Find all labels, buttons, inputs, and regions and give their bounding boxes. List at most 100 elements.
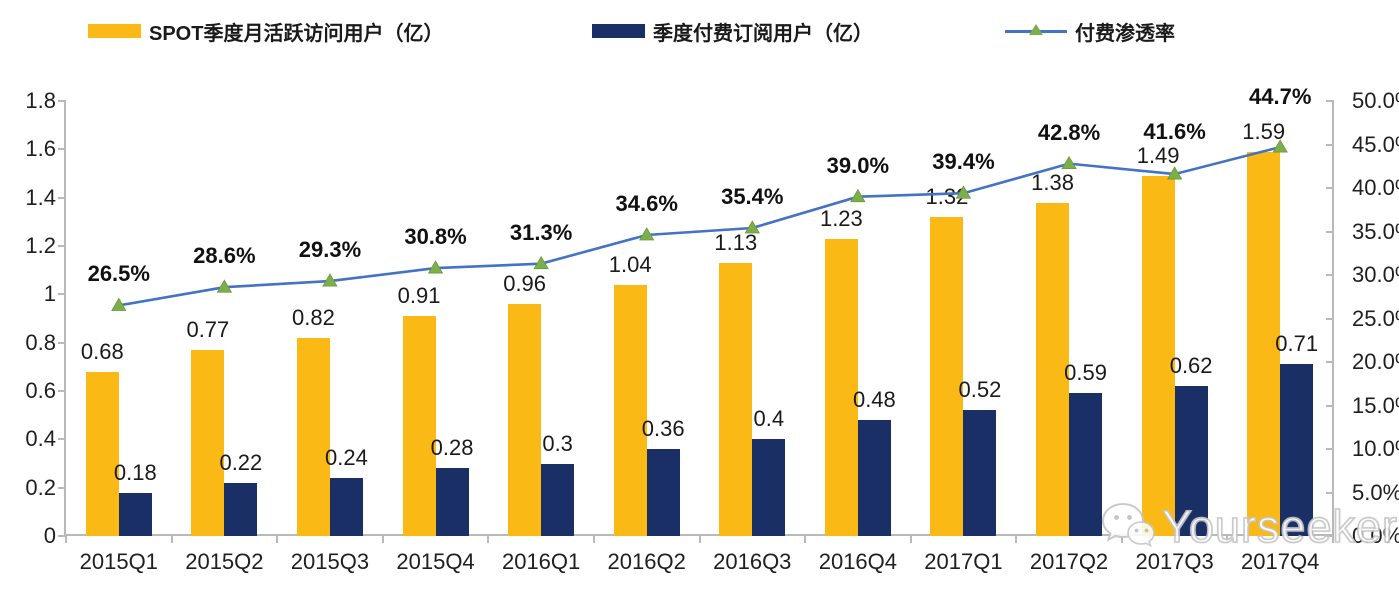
y-axis-right-label: 45.0% (1352, 131, 1399, 157)
y-axis-left-label: 1 (43, 281, 56, 307)
bar-subscribers (435, 468, 469, 536)
y-axis-left-label: 0.4 (25, 426, 56, 452)
bar-subscribers (752, 439, 786, 536)
x-axis-label: 2017Q3 (1135, 549, 1214, 574)
y-axis-left-tick (58, 438, 66, 441)
bar-subscribers-value-label: 0.59 (1064, 360, 1107, 386)
penetration-value-label: 44.7% (1249, 84, 1312, 110)
penetration-value-label: 42.8% (1037, 119, 1101, 145)
y-axis-left-label: 0.2 (25, 474, 56, 500)
y-axis-left-tick (58, 148, 66, 151)
y-axis-right-tick (1326, 274, 1334, 276)
x-axis-label: 2015Q1 (79, 549, 158, 574)
penetration-value-label: 28.6% (193, 243, 256, 269)
legend-item-mau: SPOT季度月活跃访问用户（亿） (88, 18, 443, 45)
y-axis-right-tick (1326, 317, 1334, 320)
bar-mau-value-label: 1.49 (1136, 142, 1180, 168)
bar-subscribers-value-label: 0.18 (113, 459, 157, 485)
x-axis-label: 2016Q3 (713, 549, 792, 574)
x-axis-label: 2017Q2 (1029, 549, 1109, 574)
penetration-line (118, 145, 1281, 307)
x-axis-tick (698, 536, 701, 543)
penetration-value-label: 26.5% (87, 261, 150, 287)
y-axis-right-tick (1326, 535, 1334, 537)
penetration-point-marker (639, 227, 655, 241)
y-axis-left-label: 1.6 (25, 136, 56, 162)
x-axis-label: 2016Q4 (818, 549, 898, 574)
y-axis-left-tick (58, 293, 66, 296)
y-axis-left-line (64, 101, 66, 536)
y-axis-right-label: 30.0% (1352, 262, 1399, 287)
penetration-point-marker (111, 297, 127, 311)
penetration-point-marker (216, 279, 233, 293)
penetration-value-label: 29.3% (298, 237, 362, 263)
y-axis-right-label: 25.0% (1352, 305, 1399, 331)
x-axis-label: 2016Q2 (607, 549, 686, 574)
penetration-value-label: 39.4% (932, 149, 995, 175)
x-axis-tick (1015, 536, 1018, 543)
y-axis-left-tick (58, 486, 66, 489)
bar-subscribers (1280, 364, 1314, 536)
y-axis-left-tick (58, 196, 66, 199)
mau-legend-swatch (88, 24, 141, 38)
x-axis-label: 2016Q1 (501, 549, 581, 574)
bar-subscribers (857, 420, 891, 536)
bar-subscribers-value-label: 0.24 (325, 445, 368, 470)
x-axis-label: 2015Q4 (396, 549, 475, 574)
bar-mau (719, 262, 753, 536)
penetration-point-marker (533, 255, 549, 270)
bar-subscribers-value-label: 0.3 (542, 430, 573, 456)
bar-subscribers-value-label: 0.22 (219, 449, 263, 475)
x-axis-tick (487, 536, 490, 543)
bar-mau-value-label: 0.82 (292, 304, 335, 330)
y-axis-right-tick (1326, 491, 1334, 494)
subscribers-legend-swatch (592, 24, 645, 38)
x-axis-label: 2015Q3 (290, 549, 370, 574)
penetration-value-label: 39.0% (826, 152, 890, 178)
y-axis-right-label: 20.0% (1352, 349, 1399, 374)
y-axis-left-tick (58, 390, 66, 392)
y-axis-left-tick (58, 245, 66, 247)
x-axis-tick (381, 536, 384, 543)
penetration-point-marker (1061, 155, 1077, 170)
penetration-value-label: 34.6% (615, 190, 678, 216)
bar-subscribers (1069, 393, 1103, 536)
bar-mau (85, 371, 119, 536)
bar-mau-value-label: 1.32 (925, 184, 969, 209)
x-axis-tick (804, 536, 807, 543)
subscribers-legend-label: 季度付费订阅用户（亿） (653, 22, 873, 45)
bar-mau (508, 304, 542, 536)
penetration-point-marker (322, 273, 338, 287)
penetration-value-label: 41.6% (1143, 119, 1206, 145)
y-axis-right-tick (1326, 448, 1334, 450)
bar-subscribers (646, 449, 680, 536)
y-axis-right-label: 35.0% (1352, 218, 1399, 244)
bar-subscribers (963, 410, 997, 536)
penetration-value-label: 35.4% (721, 184, 784, 210)
penetration-point-marker (427, 260, 444, 274)
y-axis-right-tick (1326, 143, 1334, 146)
bar-mau-value-label: 0.68 (80, 338, 124, 364)
y-axis-left-label: 0 (43, 523, 56, 548)
bar-mau-value-label: 0.91 (397, 283, 441, 309)
penetration-value-label: 30.8% (404, 224, 467, 250)
y-axis-right-tick (1326, 361, 1334, 363)
x-axis-line (64, 534, 1334, 536)
x-axis-label: 2017Q1 (924, 549, 1003, 574)
y-axis-right-tick (1326, 187, 1334, 189)
x-axis-tick (170, 536, 173, 543)
y-axis-right-tick (1326, 100, 1334, 102)
bar-subscribers-value-label: 0.28 (430, 435, 474, 461)
bar-subscribers-value-label: 0.71 (1275, 331, 1319, 357)
bar-mau (402, 316, 436, 536)
bar-subscribers-value-label: 0.4 (753, 406, 785, 432)
bar-mau (613, 284, 647, 536)
y-axis-right-label: 5.0% (1352, 479, 1399, 505)
bar-subscribers-value-label: 0.52 (958, 377, 1002, 403)
wechat-icon (1101, 502, 1155, 548)
legend-item-subscribers: 季度付费订阅用户（亿） (592, 18, 873, 45)
x-axis-tick (1332, 536, 1334, 543)
y-axis-left-label: 0.8 (25, 329, 56, 355)
bar-mau (191, 349, 225, 536)
